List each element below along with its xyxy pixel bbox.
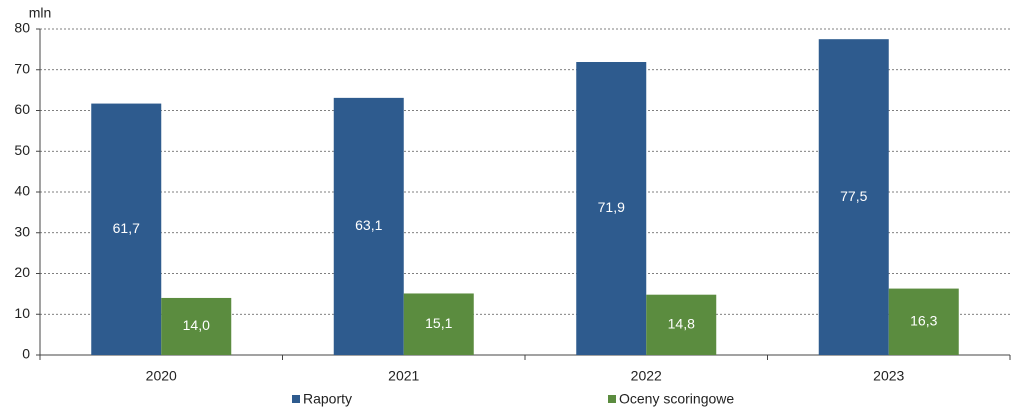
x-tick-label: 2020 xyxy=(146,368,177,384)
legend-swatch xyxy=(292,395,300,403)
x-tick-label: 2023 xyxy=(873,368,904,384)
y-tick-label: 10 xyxy=(14,305,30,321)
data-label: 15,1 xyxy=(425,315,452,331)
y-tick-label: 20 xyxy=(14,264,30,280)
data-label: 14,8 xyxy=(668,316,695,332)
y-tick-label: 0 xyxy=(22,346,30,362)
data-label: 77,5 xyxy=(840,188,867,204)
bar xyxy=(888,288,959,355)
legend-label: Raporty xyxy=(303,391,352,407)
data-label: 16,3 xyxy=(910,312,937,328)
bar xyxy=(818,39,889,355)
bar xyxy=(403,293,474,355)
bar xyxy=(91,103,162,355)
y-tick-label: 50 xyxy=(14,142,30,158)
y-tick-label: 60 xyxy=(14,101,30,117)
y-tick-label: 70 xyxy=(14,60,30,76)
data-label: 63,1 xyxy=(355,217,382,233)
data-label: 61,7 xyxy=(113,220,140,236)
bar xyxy=(333,97,404,356)
data-label: 71,9 xyxy=(598,199,625,215)
y-axis-label: mln xyxy=(29,5,52,21)
data-label: 14,0 xyxy=(183,317,210,333)
bar xyxy=(576,62,647,355)
y-tick-label: 40 xyxy=(14,183,30,199)
bar xyxy=(646,294,717,355)
x-tick-label: 2021 xyxy=(388,368,419,384)
y-tick-label: 80 xyxy=(14,20,30,36)
x-tick-label: 2022 xyxy=(631,368,662,384)
bar xyxy=(161,297,232,355)
y-tick-label: 30 xyxy=(14,223,30,239)
legend-swatch xyxy=(608,395,616,403)
legend-label: Oceny scoringowe xyxy=(619,391,734,407)
